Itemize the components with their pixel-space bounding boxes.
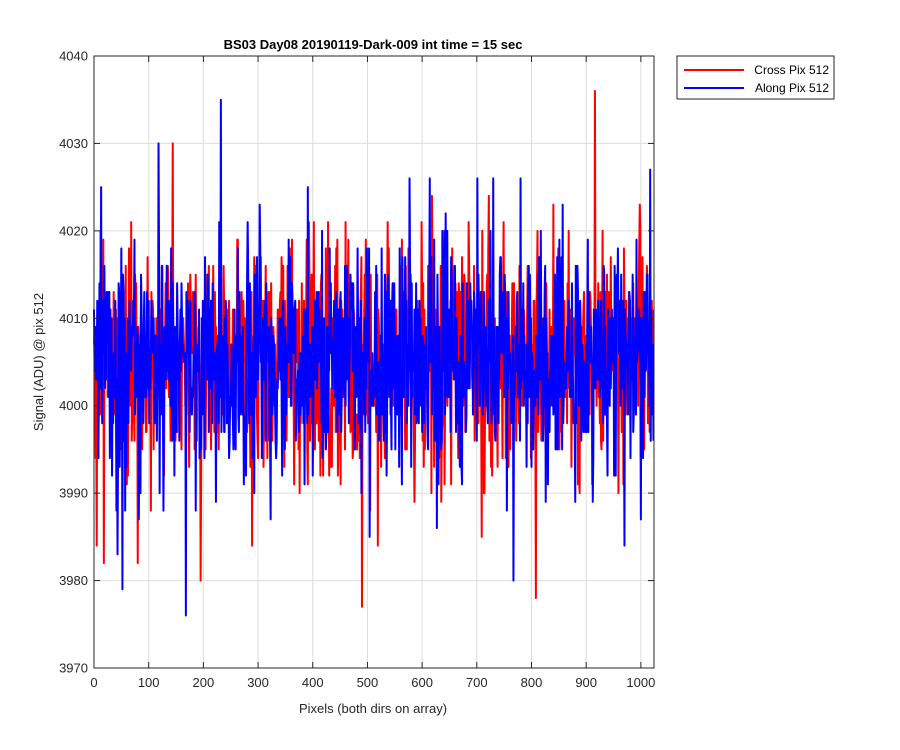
x-tick-label: 900: [575, 675, 597, 690]
legend[interactable]: Cross Pix 512 Along Pix 512: [676, 55, 835, 100]
x-tick-label: 1000: [626, 675, 655, 690]
x-tick-label: 300: [247, 675, 269, 690]
x-tick-label: 200: [193, 675, 215, 690]
y-tick-label: 4010: [59, 311, 88, 326]
legend-label-along: Along Pix 512: [755, 81, 829, 95]
y-tick-label: 4020: [59, 223, 88, 238]
y-tick-label: 4040: [59, 49, 88, 64]
x-tick-label: 100: [138, 675, 160, 690]
chart-title: BS03 Day08 20190119-Dark-009 int time = …: [224, 37, 523, 52]
legend-label-cross: Cross Pix 512: [754, 63, 829, 77]
x-tick-label: 600: [411, 675, 433, 690]
x-tick-label: 500: [357, 675, 379, 690]
plot-area: 0 100 200 300 400 500 600 700 800 900 1000 3970 3980…: [59, 49, 655, 691]
x-tick-label: 800: [521, 675, 543, 690]
legend-item-along[interactable]: Along Pix 512: [684, 81, 829, 95]
legend-box: [676, 55, 835, 100]
x-axis-label: Pixels (both dirs on array): [299, 701, 447, 716]
x-tick-label: 0: [90, 675, 97, 690]
y-tick-label: 4030: [59, 136, 88, 151]
series-group: [93, 89, 655, 617]
series-line-along: [93, 98, 655, 617]
x-tick-label: 700: [466, 675, 488, 690]
y-tick-label: 3970: [59, 661, 88, 676]
legend-item-cross[interactable]: Cross Pix 512: [684, 63, 829, 77]
y-axis-label: Signal (ADU) @ pix 512: [31, 293, 46, 431]
ticks: 0 100 200 300 400 500 600 700 800 900 1000 3970 3980…: [59, 49, 655, 691]
y-tick-label: 4000: [59, 398, 88, 413]
y-tick-label: 3990: [59, 486, 88, 501]
axes-frame: [93, 55, 655, 669]
y-tick-label: 3980: [59, 573, 88, 588]
x-tick-label: 400: [302, 675, 324, 690]
